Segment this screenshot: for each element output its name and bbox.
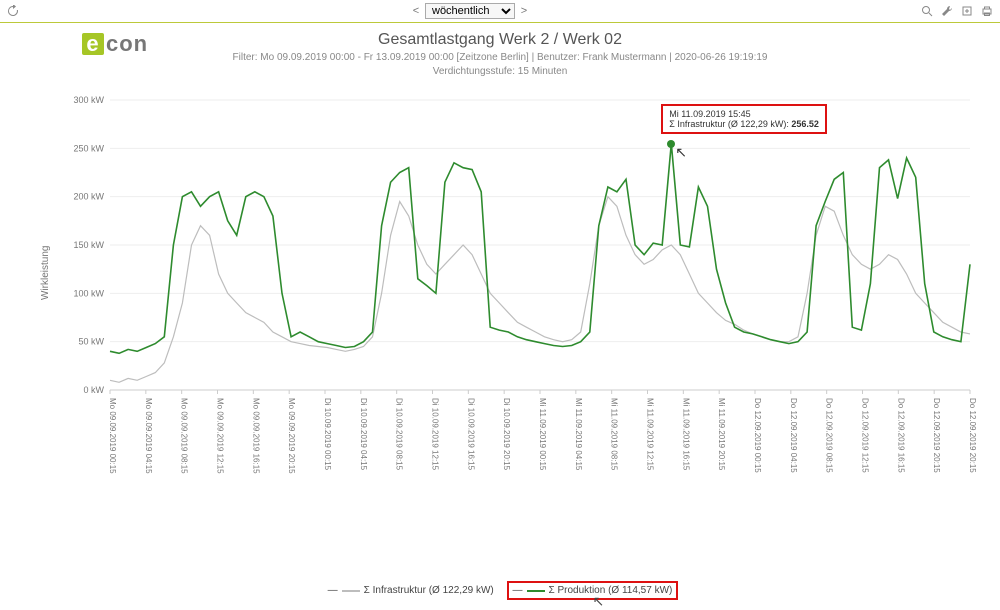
svg-text:Mo 09.09.2019 16:15: Mo 09.09.2019 16:15 xyxy=(251,398,260,474)
svg-text:Di 10.09.2019 12:15: Di 10.09.2019 12:15 xyxy=(431,398,440,471)
svg-text:Do 12.09.2019 20:15: Do 12.09.2019 20:15 xyxy=(932,398,941,473)
chart-legend: — Σ Infrastruktur (Ø 122,29 kW) — Σ Prod… xyxy=(0,585,1000,596)
tooltip-value: 256.52 xyxy=(791,119,819,129)
svg-text:Do 12.09.2019 20:15: Do 12.09.2019 20:15 xyxy=(968,398,977,473)
svg-text:Mo 09.09.2019 04:15: Mo 09.09.2019 04:15 xyxy=(144,398,153,474)
chart-subtitle-1: Filter: Mo 09.09.2019 00:00 - Fr 13.09.2… xyxy=(0,51,1000,65)
refresh-icon[interactable] xyxy=(6,4,20,18)
legend-swatch xyxy=(342,590,360,592)
print-icon[interactable] xyxy=(980,4,994,18)
tooltip-line1: Mi 11.09.2019 15:45 xyxy=(669,109,819,119)
svg-text:Di 10.09.2019 08:15: Di 10.09.2019 08:15 xyxy=(395,398,404,471)
chart: 0 kW 50 kW 100 kW 150 kW 200 kW 250 kW 300 kW M… xyxy=(60,90,980,520)
svg-text:Do 12.09.2019 00:15: Do 12.09.2019 00:15 xyxy=(753,398,762,473)
svg-text:Mi 11.09.2019 12:15: Mi 11.09.2019 12:15 xyxy=(646,398,655,471)
chart-header: Gesamtlastgang Werk 2 / Werk 02 Filter: … xyxy=(0,23,1000,79)
logo-e: e xyxy=(82,33,104,55)
legend-item-produktion[interactable]: — Σ Produktion (Ø 114,57 kW) ↖ xyxy=(513,585,673,596)
chart-title: Gesamtlastgang Werk 2 / Werk 02 xyxy=(0,31,1000,49)
svg-text:Mi 11.09.2019 16:15: Mi 11.09.2019 16:15 xyxy=(681,398,690,471)
svg-text:Di 10.09.2019 20:15: Di 10.09.2019 20:15 xyxy=(502,398,511,471)
svg-text:Do 12.09.2019 08:15: Do 12.09.2019 08:15 xyxy=(825,398,834,473)
svg-text:Mo 09.09.2019 12:15: Mo 09.09.2019 12:15 xyxy=(216,398,225,474)
svg-text:200 kW: 200 kW xyxy=(73,192,104,202)
search-icon[interactable] xyxy=(920,4,934,18)
prev-button[interactable]: < xyxy=(409,4,423,18)
svg-text:0 kW: 0 kW xyxy=(83,385,104,395)
svg-text:50 kW: 50 kW xyxy=(78,337,104,347)
wrench-icon[interactable] xyxy=(940,4,954,18)
svg-text:Di 10.09.2019 00:15: Di 10.09.2019 00:15 xyxy=(323,398,332,471)
legend-dash-icon: — xyxy=(328,585,338,596)
svg-text:Do 12.09.2019 12:15: Do 12.09.2019 12:15 xyxy=(861,398,870,473)
svg-text:Mo 09.09.2019 20:15: Mo 09.09.2019 20:15 xyxy=(287,398,296,474)
next-button[interactable]: > xyxy=(517,4,531,18)
svg-text:Do 12.09.2019 04:15: Do 12.09.2019 04:15 xyxy=(789,398,798,473)
top-toolbar: < täglichwöchentlichmonatlichjährlich > xyxy=(0,0,1000,23)
logo: econ xyxy=(82,30,148,57)
tooltip-marker xyxy=(667,140,675,148)
chart-svg[interactable]: 0 kW 50 kW 100 kW 150 kW 200 kW 250 kW 300 kW M… xyxy=(60,90,980,520)
svg-text:Mi 11.09.2019 00:15: Mi 11.09.2019 00:15 xyxy=(538,398,547,471)
svg-text:Do 12.09.2019 16:15: Do 12.09.2019 16:15 xyxy=(896,398,905,473)
svg-text:Di 10.09.2019 04:15: Di 10.09.2019 04:15 xyxy=(359,398,368,471)
tooltip-series: Σ Infrastruktur (Ø 122,29 kW): xyxy=(669,119,791,129)
svg-text:Mi 11.09.2019 08:15: Mi 11.09.2019 08:15 xyxy=(610,398,619,471)
svg-text:Di 10.09.2019 16:15: Di 10.09.2019 16:15 xyxy=(466,398,475,471)
svg-text:Mo 09.09.2019 00:15: Mo 09.09.2019 00:15 xyxy=(108,398,117,474)
svg-text:100 kW: 100 kW xyxy=(73,288,104,298)
svg-text:150 kW: 150 kW xyxy=(73,240,104,250)
chart-tooltip: Mi 11.09.2019 15:45 Σ Infrastruktur (Ø 1… xyxy=(661,104,827,134)
legend-highlight-box xyxy=(507,581,679,600)
svg-text:250 kW: 250 kW xyxy=(73,143,104,153)
svg-text:Mi 11.09.2019 20:15: Mi 11.09.2019 20:15 xyxy=(717,398,726,471)
legend-item-infrastruktur[interactable]: — Σ Infrastruktur (Ø 122,29 kW) xyxy=(328,585,494,596)
svg-text:300 kW: 300 kW xyxy=(73,95,104,105)
period-select[interactable]: täglichwöchentlichmonatlichjährlich xyxy=(425,3,515,19)
y-axis-title: Wirkleistung xyxy=(40,246,51,300)
svg-text:Mo 09.09.2019 08:15: Mo 09.09.2019 08:15 xyxy=(180,398,189,474)
logo-con: con xyxy=(106,31,148,56)
export-icon[interactable] xyxy=(960,4,974,18)
legend-label: Σ Infrastruktur (Ø 122,29 kW) xyxy=(364,585,494,596)
chart-subtitle-2: Verdichtungsstufe: 15 Minuten xyxy=(0,65,1000,79)
svg-text:Mi 11.09.2019 04:15: Mi 11.09.2019 04:15 xyxy=(574,398,583,471)
